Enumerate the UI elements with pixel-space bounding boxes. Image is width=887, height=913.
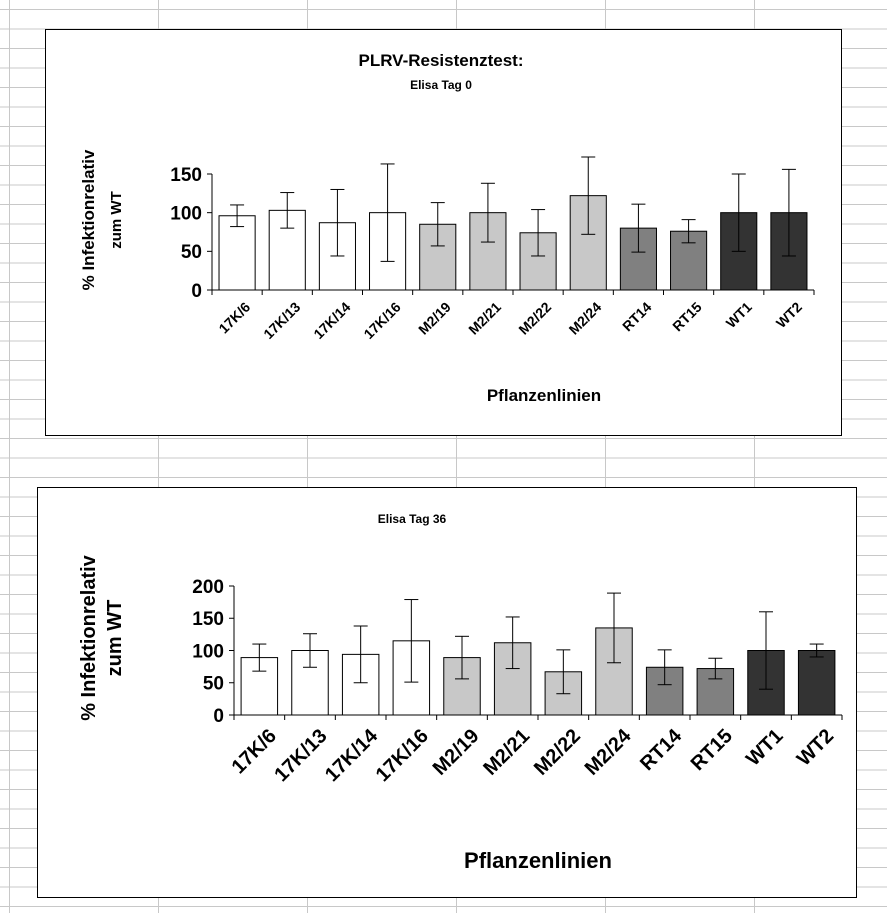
- y-tick-label: 0: [213, 706, 224, 727]
- x-tick-label: M2/24: [581, 724, 636, 779]
- y-tick-label: 150: [192, 609, 224, 630]
- chart-subtitle: Elisa Tag 0: [410, 78, 472, 92]
- chart-svg-tag-0: PLRV-Resistenztest: Elisa Tag 0 % Infektio…: [79, 51, 815, 405]
- y-tick-label: 50: [181, 242, 202, 263]
- x-tick-label: 17K/14: [321, 724, 383, 786]
- chart-title: Elisa Tag 36: [378, 512, 447, 526]
- x-tick-label: RT14: [636, 724, 687, 775]
- x-tick-label: RT14: [619, 299, 655, 335]
- x-tick-label: M2/21: [479, 725, 534, 780]
- x-tick-label: 17K/6: [215, 299, 253, 337]
- x-tick-label: M2/19: [415, 299, 454, 338]
- y-axis-label-line2: zum WT: [108, 191, 125, 249]
- y-tick-label: 200: [192, 577, 224, 598]
- bar: [797, 650, 836, 716]
- x-tick-label: WT1: [723, 299, 755, 331]
- x-tick-label: M2/21: [465, 299, 504, 338]
- y-axis-label-line2: zum WT: [104, 600, 126, 677]
- y-tick-label: 150: [170, 165, 202, 186]
- x-axis-label: Pflanzenlinien: [487, 386, 601, 405]
- y-tick-label: 0: [191, 281, 202, 302]
- x-tick-label: M2/22: [530, 725, 585, 780]
- x-tick-label: RT15: [687, 725, 737, 775]
- x-tick-label: M2/24: [566, 299, 605, 338]
- y-axis-label: % Infektionrelativ: [78, 554, 100, 720]
- x-tick-label: WT2: [773, 299, 805, 331]
- x-tick-label: WT2: [793, 725, 838, 770]
- x-tick-label: 17K/16: [372, 725, 433, 786]
- x-tick-label: 17K/16: [360, 299, 403, 342]
- y-tick-label: 100: [170, 204, 202, 225]
- chart-title: PLRV-Resistenztest:: [358, 51, 523, 70]
- x-tick-label: WT1: [742, 725, 787, 770]
- x-tick-label: M2/19: [429, 725, 484, 780]
- chart-elisa-tag-0: PLRV-Resistenztest: Elisa Tag 0 % Infektio…: [45, 29, 842, 436]
- x-tick-label: 17K/14: [310, 299, 353, 342]
- x-axis-label: Pflanzenlinien: [464, 848, 612, 873]
- x-tick-label: 17K/13: [260, 299, 303, 342]
- chart-elisa-tag-36: Elisa Tag 36 % Infektionrelativ zum WT 0 50 1…: [37, 487, 857, 898]
- y-tick-label: 50: [203, 674, 224, 695]
- x-tick-label: RT15: [669, 299, 705, 335]
- x-tick-label: 17K/13: [270, 725, 331, 786]
- y-tick-label: 100: [192, 641, 224, 662]
- y-axis-label: % Infektionrelativ: [79, 149, 98, 290]
- chart-svg-tag-36: Elisa Tag 36 % Infektionrelativ zum WT 0 50 1…: [78, 512, 843, 873]
- x-tick-label: M2/22: [515, 299, 554, 338]
